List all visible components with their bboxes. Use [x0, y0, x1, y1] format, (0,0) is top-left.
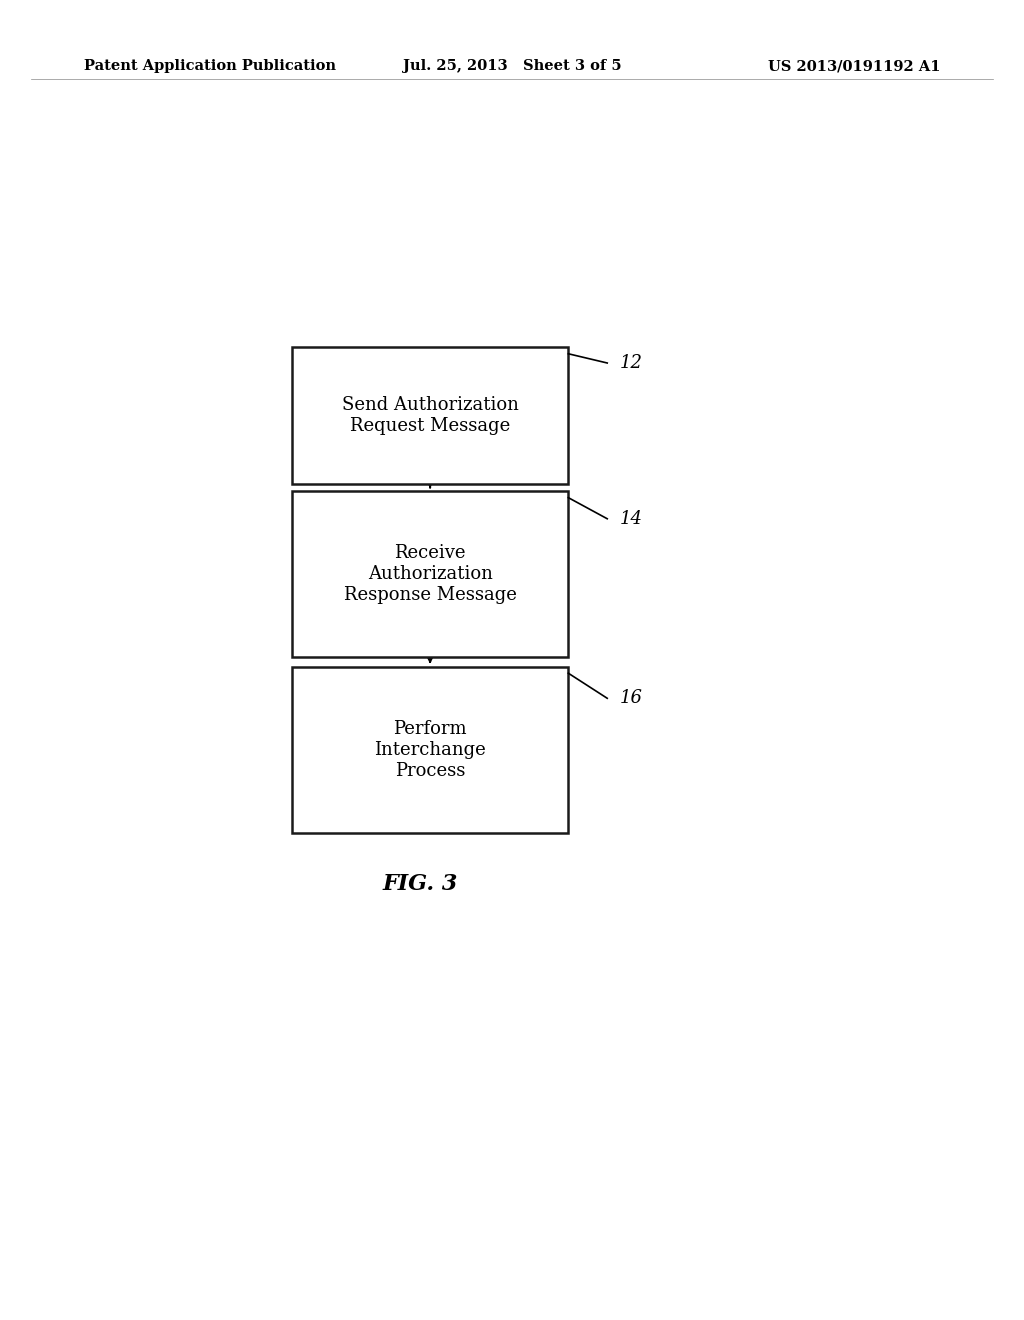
Text: 14: 14 [620, 510, 642, 528]
Text: 16: 16 [620, 689, 642, 708]
Bar [292, 667, 568, 833]
Text: US 2013/0191192 A1: US 2013/0191192 A1 [768, 59, 940, 74]
Text: 12: 12 [620, 354, 642, 372]
Text: Jul. 25, 2013   Sheet 3 of 5: Jul. 25, 2013 Sheet 3 of 5 [402, 59, 622, 74]
Text: Send Authorization
Request Message: Send Authorization Request Message [342, 396, 518, 436]
Text: Receive
Authorization
Response Message: Receive Authorization Response Message [344, 544, 516, 605]
Text: Patent Application Publication: Patent Application Publication [84, 59, 336, 74]
Text: FIG. 3: FIG. 3 [382, 874, 458, 895]
Bar [292, 347, 568, 484]
Bar [292, 491, 568, 657]
Text: Perform
Interchange
Process: Perform Interchange Process [374, 719, 486, 780]
